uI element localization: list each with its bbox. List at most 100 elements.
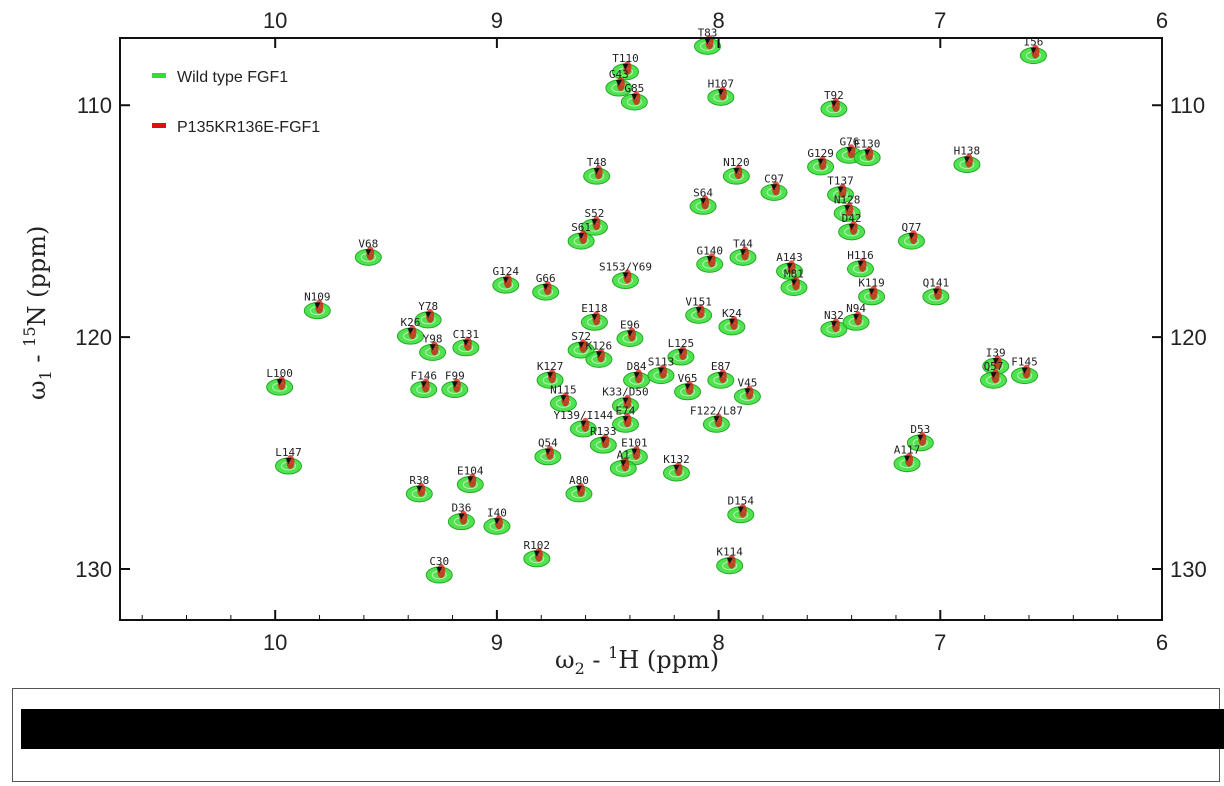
y-right-tick-label: 130 bbox=[1170, 557, 1207, 582]
shift-arrow bbox=[416, 485, 423, 492]
shift-arrow bbox=[425, 311, 432, 318]
shift-arrow bbox=[633, 372, 640, 379]
peak-label: K114 bbox=[716, 546, 743, 559]
shift-arrow bbox=[848, 223, 855, 230]
shift-arrow bbox=[963, 156, 970, 163]
peak-label: F145 bbox=[1011, 356, 1038, 369]
peak-label: N109 bbox=[304, 291, 331, 304]
shift-arrow bbox=[992, 358, 999, 365]
y-axis-title: ω1 - 15N (ppm) bbox=[20, 226, 55, 400]
peak-label: S153/Y69 bbox=[599, 261, 652, 274]
peak-label: T48 bbox=[587, 156, 607, 169]
peak-label: I39 bbox=[986, 346, 1006, 359]
peak-label: Q141 bbox=[923, 277, 950, 290]
peak-label: T110 bbox=[612, 52, 639, 65]
peak-label: E130 bbox=[854, 138, 881, 151]
legend-swatch-wild-type bbox=[152, 73, 166, 78]
peak-label: R38 bbox=[409, 474, 429, 487]
plot-frame bbox=[119, 37, 1163, 621]
peak-label: Q57 bbox=[984, 360, 1004, 373]
peak-label: E101 bbox=[621, 437, 648, 450]
shift-arrow bbox=[830, 100, 837, 107]
axis-ticks-layer: 10 9 8 7 6 10 9 8 7 6 110 110 120 120 130 130 bbox=[75, 8, 1206, 655]
peak-label: D84 bbox=[627, 360, 647, 373]
redacted-caption-bar bbox=[21, 709, 1224, 749]
peak-label: T137 bbox=[827, 175, 854, 188]
shift-arrow bbox=[578, 233, 585, 240]
peak-label: Y78 bbox=[418, 300, 438, 313]
shift-arrow bbox=[1021, 367, 1028, 374]
peak-label: H138 bbox=[954, 145, 981, 158]
shift-arrow bbox=[677, 349, 684, 356]
shift-arrow bbox=[744, 388, 751, 395]
x-bottom-tick-label: 10 bbox=[263, 630, 287, 655]
shift-arrow bbox=[595, 351, 602, 358]
peak-label: D53 bbox=[910, 423, 930, 436]
shift-arrow bbox=[817, 158, 824, 165]
shift-arrow bbox=[560, 395, 567, 402]
shift-arrow bbox=[830, 321, 837, 328]
shift-arrow bbox=[695, 307, 702, 314]
peak-label: N32 bbox=[824, 309, 844, 322]
peak-label: F99 bbox=[445, 369, 465, 382]
y-left-tick-label: 110 bbox=[77, 93, 112, 118]
shift-arrow bbox=[684, 383, 691, 390]
peak-label: K33/D50 bbox=[602, 386, 648, 399]
peak-label: D36 bbox=[451, 502, 471, 515]
peak-label: H116 bbox=[847, 249, 874, 262]
peak-label: G124 bbox=[493, 265, 520, 278]
peak-label: C131 bbox=[453, 328, 480, 341]
shift-arrow bbox=[593, 168, 600, 175]
peak-label: R102 bbox=[524, 539, 551, 552]
x-bottom-tick-label: 6 bbox=[1156, 630, 1168, 655]
peak-label: S61 bbox=[571, 221, 591, 234]
x-top-tick-label: 10 bbox=[263, 8, 287, 33]
peak-label: N128 bbox=[834, 193, 861, 206]
shift-arrow bbox=[533, 550, 540, 557]
shift-arrow bbox=[904, 455, 911, 462]
peak-label: L147 bbox=[275, 446, 302, 459]
y-right-tick-label: 120 bbox=[1170, 325, 1207, 350]
peak-label: K127 bbox=[537, 360, 564, 373]
peak-label: G140 bbox=[696, 244, 723, 257]
shift-arrow bbox=[917, 434, 924, 441]
y-left-tick-label: 120 bbox=[75, 325, 112, 350]
shift-arrow bbox=[436, 566, 443, 573]
shift-arrow bbox=[420, 381, 427, 388]
shift-arrow bbox=[837, 186, 844, 193]
peak-label: I40 bbox=[487, 506, 507, 519]
shift-arrow bbox=[739, 249, 746, 256]
shift-arrow bbox=[620, 460, 627, 467]
shift-arrow bbox=[575, 485, 582, 492]
peak-label: L125 bbox=[668, 337, 695, 350]
shift-arrow bbox=[626, 330, 633, 337]
peak-label: T83 bbox=[698, 26, 718, 39]
peak-label: K132 bbox=[663, 453, 690, 466]
peak-label: N115 bbox=[550, 383, 577, 396]
peak-label: G43 bbox=[609, 68, 629, 81]
peak-label: M81 bbox=[784, 267, 804, 280]
peak-spots-layer bbox=[266, 35, 1047, 584]
x-top-tick-label: 8 bbox=[712, 8, 724, 33]
shift-arrow bbox=[673, 464, 680, 471]
shift-arrow bbox=[706, 256, 713, 263]
shift-arrow bbox=[615, 80, 622, 87]
shift-arrow bbox=[857, 260, 864, 267]
legend-label-mutant: P135KR136E-FGF1 bbox=[177, 119, 320, 136]
peak-label: C97 bbox=[764, 172, 784, 185]
shift-arrow bbox=[365, 249, 372, 256]
shift-arrow bbox=[622, 416, 629, 423]
shift-arrow bbox=[726, 557, 733, 564]
legend-swatch-mutant bbox=[152, 123, 166, 128]
shift-arrow bbox=[908, 233, 915, 240]
y-right-tick-label: 110 bbox=[1170, 93, 1205, 118]
peak-label: T92 bbox=[824, 89, 844, 102]
shift-arrow bbox=[591, 314, 598, 321]
peak-label: D42 bbox=[842, 212, 862, 225]
shift-arrow bbox=[622, 272, 629, 279]
peak-label: H107 bbox=[708, 77, 735, 90]
x-axis-title: ω2 - 1H (ppm) bbox=[555, 643, 719, 678]
peak-label: K126 bbox=[586, 339, 613, 352]
x-top-tick-label: 6 bbox=[1156, 8, 1168, 33]
shift-arrow bbox=[771, 184, 778, 191]
